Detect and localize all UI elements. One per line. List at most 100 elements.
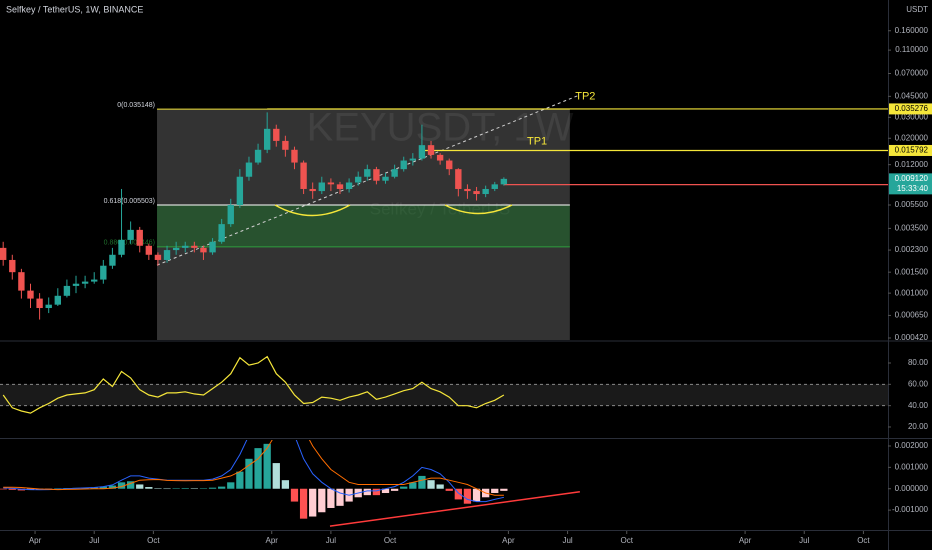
macd-histogram-bar (381, 488, 390, 494)
fib-label: 0(0.035148) (117, 102, 155, 109)
candle-body (436, 154, 444, 161)
y-tick-label: 0.003500 (895, 223, 929, 232)
x-tick-label: Apr (739, 536, 752, 545)
y-tick-label: -0.001000 (892, 505, 929, 514)
macd-histogram-bar (54, 488, 62, 489)
fib-label: 0.618(0.005503) (104, 198, 155, 205)
macd-histogram-bar (400, 486, 408, 489)
y-tick-label: 0.030000 (895, 112, 929, 121)
candle-body (81, 281, 89, 284)
macd-histogram-bar (436, 484, 444, 489)
annotation: TP2 (575, 91, 595, 103)
fib-label: 0.886(0.002446) (104, 240, 155, 247)
signal-line (3, 440, 504, 496)
macd-histogram-bar (236, 471, 244, 489)
candle-body (300, 162, 307, 189)
candle-body (409, 158, 417, 161)
y-tick-label: 0.000650 (895, 311, 929, 320)
y-tick-label: 0.001000 (895, 288, 929, 297)
y-tick-label: 0.070000 (895, 69, 929, 78)
macd-histogram-bar (218, 486, 226, 489)
y-tick-label: 0.005500 (895, 200, 929, 209)
macd-histogram-bar (181, 488, 189, 489)
price-tag-label: 0.015792 (895, 146, 929, 155)
macd-histogram-bar (491, 488, 499, 494)
candle-body (163, 250, 171, 260)
macd-histogram-bar (245, 458, 253, 489)
fib-zone (157, 204, 570, 247)
candle-body (418, 145, 426, 159)
candle-body (172, 247, 180, 251)
candle-body (309, 188, 316, 192)
candle-body (382, 176, 389, 181)
y-tick-label: 0.001500 (895, 267, 929, 276)
candle-body (345, 182, 353, 189)
x-tick-label: Oct (384, 536, 397, 545)
rsi-pane (0, 355, 888, 414)
macd-pane (0, 440, 580, 527)
rsi-band (0, 384, 888, 406)
candle-body (400, 160, 407, 170)
macd-histogram-bar (454, 488, 462, 500)
candle-body (36, 298, 43, 309)
candle-body (327, 182, 335, 185)
macd-histogram-bar (418, 475, 426, 489)
price-pane: KEYUSDT, 1W Selfkey / TetherUS 0(0.03514… (0, 94, 888, 340)
candle-body (209, 241, 216, 253)
candle-body (391, 169, 398, 177)
y-tick-label: 0.000420 (895, 333, 929, 342)
candle-body (45, 304, 52, 309)
candle-body (482, 188, 489, 195)
x-tick-label: Oct (147, 536, 160, 545)
candle-body (227, 205, 234, 225)
candle-body (455, 169, 462, 189)
fib-box (157, 109, 570, 340)
y-tick-label: 80.00 (908, 358, 929, 367)
candle-body (491, 184, 498, 189)
macd-histogram-bar (108, 485, 117, 489)
macd-histogram-bar (172, 488, 180, 489)
macd-histogram-bar (8, 488, 16, 490)
candle-body (336, 184, 344, 189)
y-tick-label: 0.160000 (895, 26, 929, 35)
y-tick-label: 0.001000 (895, 462, 929, 471)
x-tick-label: Jul (562, 536, 572, 545)
candle-body (263, 128, 271, 150)
annotation: TP1 (527, 136, 547, 148)
candle-body (254, 149, 262, 163)
macd-histogram-bar (463, 488, 472, 504)
candle-body (154, 254, 162, 260)
y-tick-label: 0.012000 (895, 160, 929, 169)
macd-histogram-bar (90, 487, 98, 489)
watermark: KEYUSDT, 1W (307, 106, 574, 150)
macd-histogram-bar (0, 488, 7, 490)
candle-body (91, 279, 98, 282)
trendline (329, 490, 580, 527)
candle-body (18, 272, 25, 291)
candle-body (236, 176, 244, 206)
macd-histogram-bar (427, 480, 435, 489)
macd-histogram-bar (227, 482, 235, 489)
candle-body (145, 245, 153, 255)
candle-body (100, 265, 107, 280)
pattern-arc (444, 204, 513, 215)
candle-body (27, 290, 34, 299)
candle-body (182, 245, 189, 248)
macd-histogram-bar (254, 448, 262, 489)
countdown: 15:33:40 (897, 184, 929, 193)
candle-body (464, 188, 471, 192)
macd-histogram-bar (472, 488, 481, 502)
price-tag-label: 0.035276 (895, 104, 929, 113)
candle-body (355, 176, 362, 183)
candle-body (446, 160, 453, 170)
macd-histogram-bar (136, 484, 144, 489)
macd-histogram-bar (372, 488, 381, 496)
candle-body (245, 162, 253, 177)
y-tick-label: 0.110000 (895, 45, 928, 54)
candle-body (136, 229, 143, 246)
candle-body (200, 247, 207, 253)
candle-body (109, 254, 116, 266)
macd-histogram-bar (290, 488, 299, 502)
candle-body (9, 259, 16, 273)
